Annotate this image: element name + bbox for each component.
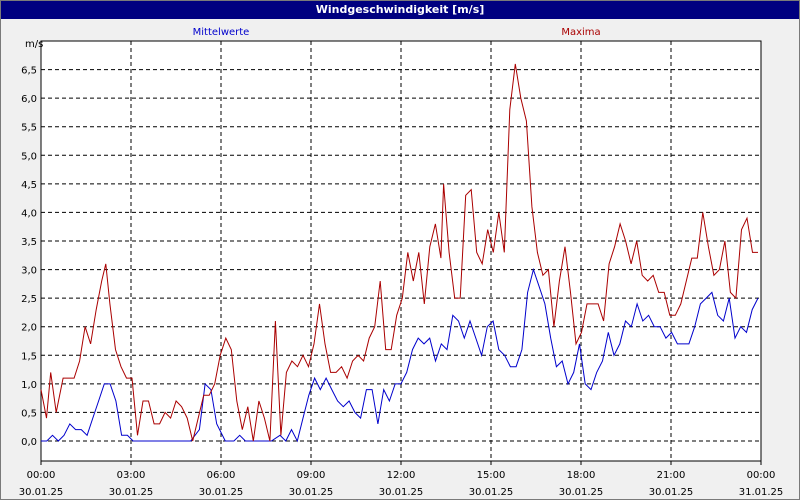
y-tick-label: 0,0 (21, 437, 37, 448)
y-tick-label: 3,0 (21, 266, 37, 277)
series-line-maxima (40, 63, 758, 442)
x-tick-label-time: 00:00 (747, 470, 776, 481)
legend-mittelwerte: Mittelwerte (193, 27, 250, 38)
x-tick-label-date: 30.01.25 (379, 487, 424, 498)
legend-maxima: Maxima (561, 27, 600, 38)
x-tick-label-time: 00:00 (27, 470, 56, 481)
x-tick-label-date: 30.01.25 (559, 487, 604, 498)
x-tick-label-time: 15:00 (477, 470, 506, 481)
y-tick-label: 3,5 (21, 237, 37, 248)
x-tick-label-time: 18:00 (567, 470, 596, 481)
series-line-mittelwerte (41, 267, 759, 443)
y-axis-label: m/s (25, 39, 43, 50)
x-tick-label-date: 31.01.25 (739, 487, 784, 498)
x-tick-label-time: 09:00 (297, 470, 326, 481)
x-tick-label-date: 30.01.25 (109, 487, 154, 498)
x-tick-label-date: 30.01.25 (289, 487, 334, 498)
y-tick-label: 6,5 (21, 66, 37, 77)
x-tick-label-time: 12:00 (387, 470, 416, 481)
y-tick-label: 0,5 (21, 408, 37, 419)
x-tick-label-date: 30.01.25 (19, 487, 64, 498)
y-tick-label: 5,0 (21, 151, 37, 162)
plot-frame (40, 40, 762, 462)
y-tick-label: 4,0 (21, 208, 37, 219)
y-tick-label: 4,5 (21, 180, 37, 191)
x-tick-label-time: 21:00 (657, 470, 686, 481)
y-tick-label: 2,5 (21, 294, 37, 305)
x-tick-label-time: 03:00 (117, 470, 146, 481)
y-tick-label: 6,0 (21, 94, 37, 105)
x-tick-label-date: 30.01.25 (469, 487, 514, 498)
x-tick-label-time: 06:00 (207, 470, 236, 481)
y-tick-label: 1,5 (21, 351, 37, 362)
y-tick-label: 1,0 (21, 380, 37, 391)
x-tick-label-date: 30.01.25 (199, 487, 244, 498)
chart-plot-svg: 0,0 0,5 1,0 1,5 2,0 2,5 3,0 3,5 4,0 4,5 5,0 5,5 6,0 6… (19, 27, 784, 498)
x-tick-label-date: 30.01.25 (649, 487, 694, 498)
window-title: Windgeschwindigkeit [m/s] (1, 1, 799, 19)
y-tick-label: 2,0 (21, 323, 37, 334)
y-tick-label: 5,5 (21, 123, 37, 134)
